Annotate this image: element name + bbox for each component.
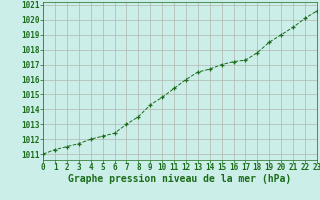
X-axis label: Graphe pression niveau de la mer (hPa): Graphe pression niveau de la mer (hPa) — [68, 174, 292, 184]
